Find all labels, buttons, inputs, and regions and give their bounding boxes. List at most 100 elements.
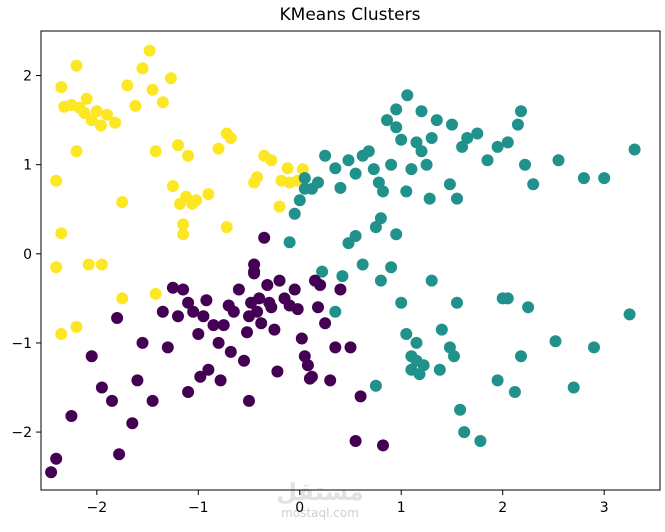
data-point (522, 301, 535, 314)
x-tick-label: −2 (86, 500, 107, 516)
axis-ticks: −2 −1 0 1 2 3 −2 −1 0 1 2 (11, 69, 608, 516)
data-point (369, 379, 382, 392)
data-point (131, 374, 144, 387)
data-point (146, 83, 159, 96)
data-point (85, 350, 98, 363)
data-point (423, 192, 436, 205)
data-point (166, 180, 179, 193)
data-point (288, 207, 301, 220)
data-point (319, 149, 332, 162)
data-point (197, 310, 210, 323)
data-point (577, 172, 590, 185)
data-point (425, 132, 438, 144)
data-point (342, 154, 355, 167)
data-point (451, 296, 463, 309)
data-point (324, 374, 337, 387)
data-point (527, 178, 540, 191)
data-point (212, 336, 225, 349)
data-point (55, 81, 68, 94)
data-point (508, 386, 521, 398)
data-point (238, 354, 250, 367)
data-point (501, 292, 514, 305)
data-point (146, 394, 159, 407)
data-point (187, 305, 200, 318)
data-point (265, 301, 278, 314)
data-point (567, 381, 580, 394)
data-point (400, 185, 413, 198)
data-point (95, 258, 108, 271)
y-tick-label: −2 (11, 425, 32, 441)
data-point (435, 323, 448, 336)
data-point (177, 283, 190, 296)
data-point (474, 435, 487, 447)
data-point (149, 287, 162, 300)
data-point (410, 336, 423, 349)
data-point (207, 319, 220, 332)
data-point (298, 172, 311, 185)
data-point (177, 218, 190, 231)
data-point (349, 167, 362, 180)
data-point (515, 350, 527, 363)
data-point (511, 118, 524, 131)
data-point (55, 227, 68, 240)
data-point (549, 335, 562, 348)
data-point (628, 143, 641, 156)
y-tick-label: 1 (23, 158, 32, 174)
x-tick-label: 3 (600, 500, 609, 516)
data-point (214, 374, 227, 387)
data-point (293, 194, 306, 207)
data-point (258, 231, 271, 244)
data-point (501, 136, 514, 149)
data-point (106, 394, 118, 407)
data-point (401, 89, 414, 102)
data-point (395, 133, 408, 146)
data-point (172, 139, 184, 152)
data-point (116, 292, 129, 305)
data-point (623, 308, 636, 321)
x-tick-label: −1 (188, 500, 209, 516)
data-point (268, 323, 281, 336)
data-point (182, 296, 195, 309)
data-point (265, 154, 278, 167)
data-point (454, 403, 467, 416)
data-point (329, 341, 342, 354)
data-point (314, 279, 327, 291)
data-point (164, 72, 177, 85)
data-point (354, 390, 367, 403)
data-point (329, 305, 342, 318)
data-point (295, 332, 308, 345)
watermark: مستقل mostaql.com (276, 478, 364, 520)
data-point (377, 439, 389, 452)
x-tick-label: 2 (498, 500, 507, 516)
data-point (116, 196, 129, 209)
data-point (430, 114, 443, 127)
data-point (598, 172, 611, 185)
data-point (385, 158, 398, 171)
data-point (319, 317, 332, 330)
data-point (312, 301, 324, 314)
data-point (271, 365, 284, 378)
data-point (405, 163, 418, 176)
data-point (161, 341, 174, 354)
data-point (273, 200, 286, 213)
data-point (50, 261, 63, 274)
data-point (129, 99, 142, 112)
data-point (390, 228, 403, 241)
data-point (288, 283, 301, 296)
data-point (113, 448, 126, 461)
data-point (491, 140, 504, 153)
data-point (433, 363, 446, 376)
data-point (443, 341, 456, 354)
data-point (552, 154, 565, 167)
data-point (194, 370, 207, 383)
data-point (417, 359, 430, 372)
data-point (253, 292, 266, 305)
data-point (156, 305, 169, 318)
data-point (202, 363, 215, 376)
data-point (374, 212, 387, 225)
data-point (344, 341, 357, 354)
data-point (261, 279, 274, 291)
data-point (415, 105, 428, 118)
data-point (481, 154, 494, 167)
